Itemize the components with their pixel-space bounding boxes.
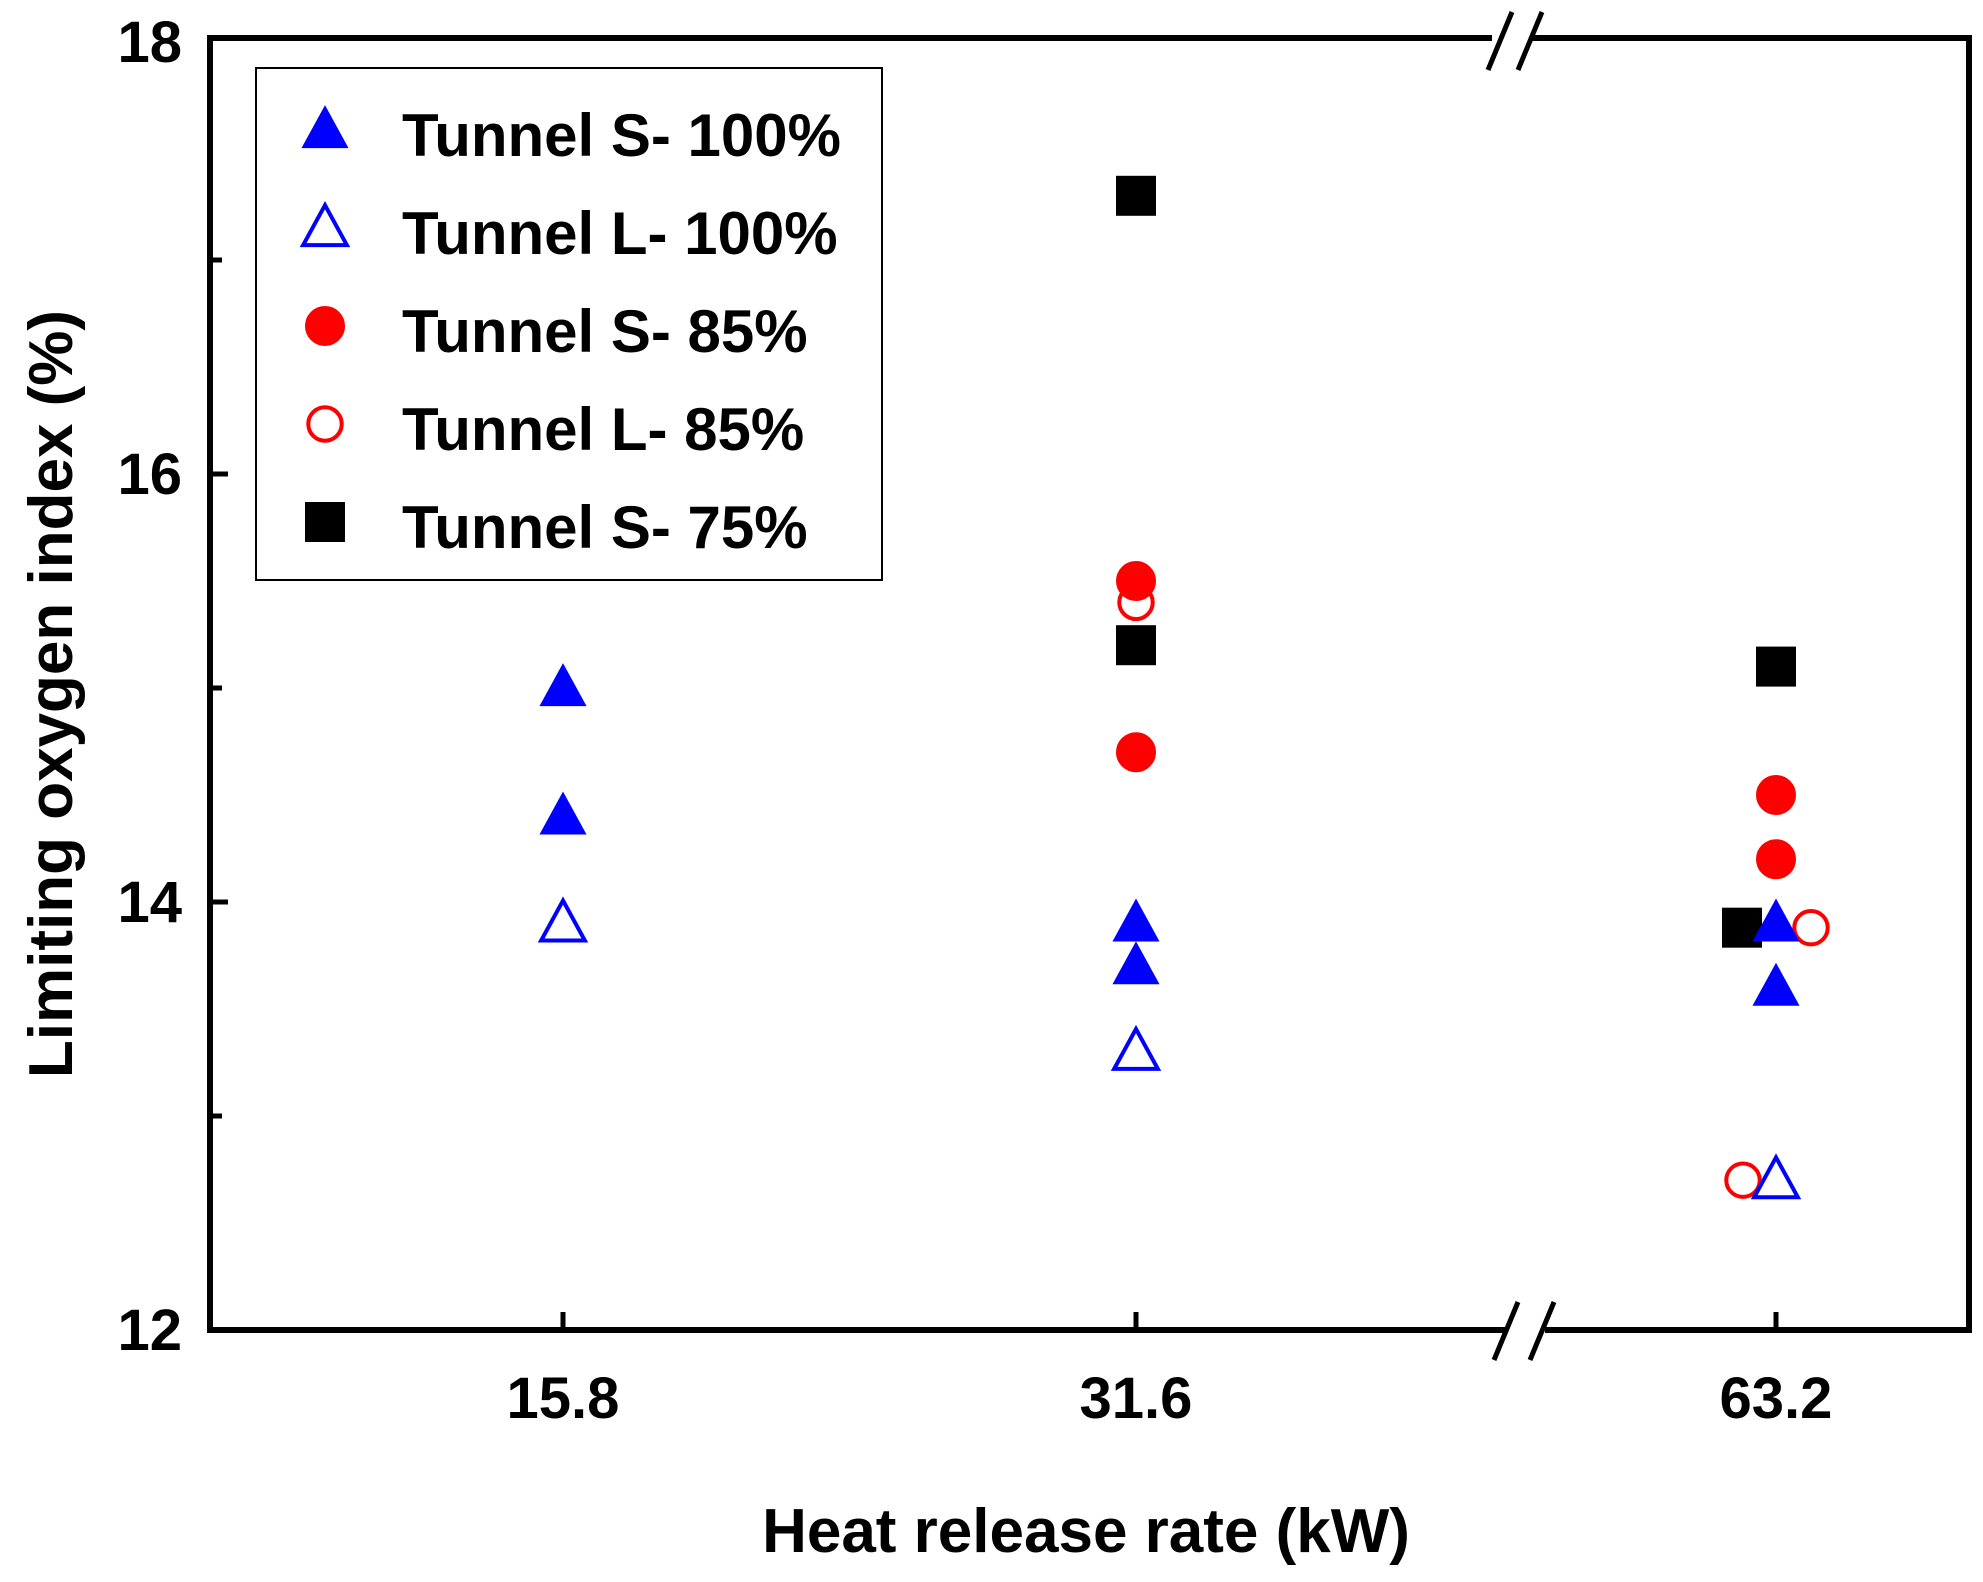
legend-marker-triangle-open bbox=[299, 201, 351, 248]
data-point-triangle-filled bbox=[539, 663, 587, 707]
data-point-triangle-filled bbox=[539, 791, 587, 835]
data-point-circle-filled bbox=[1116, 561, 1156, 601]
data-point-circle-open bbox=[1724, 1161, 1762, 1199]
x-tick-label: 15.8 bbox=[507, 1366, 620, 1431]
legend-marker-triangle-filled bbox=[301, 105, 349, 149]
y-tick-label: 18 bbox=[117, 10, 182, 75]
data-point-triangle-open bbox=[1750, 1153, 1802, 1200]
axis-break-bottom bbox=[1491, 1301, 1557, 1361]
legend-label: Tunnel S- 85% bbox=[402, 298, 808, 365]
y-tick-label: 16 bbox=[117, 442, 182, 507]
data-point-circle-filled bbox=[1116, 732, 1156, 773]
x-axis-title: Heat release rate (kW) bbox=[762, 1497, 1410, 1566]
data-point-triangle-filled bbox=[1112, 898, 1160, 942]
data-point-triangle-filled bbox=[1752, 962, 1800, 1006]
data-markers bbox=[537, 175, 1830, 1200]
data-point-square-filled bbox=[1756, 646, 1796, 687]
y-tick-labels: 12 14 16 18 bbox=[117, 10, 182, 1363]
axis-break-top-slash-2 bbox=[1515, 11, 1545, 71]
y-tick-label: 12 bbox=[117, 1298, 182, 1363]
legend: Tunnel S- 100% Tunnel L- 100% Tunnel S- … bbox=[255, 67, 883, 581]
data-point-triangle-open bbox=[537, 896, 589, 943]
data-point-square-filled bbox=[1116, 625, 1156, 666]
axis-break-bottom-slash-2 bbox=[1527, 1301, 1557, 1361]
data-point-circle-open bbox=[1792, 908, 1830, 947]
data-point-square-filled bbox=[1116, 175, 1156, 216]
legend-marker-square-filled bbox=[305, 502, 345, 542]
legend-box bbox=[255, 67, 883, 581]
legend-label: Tunnel S- 100% bbox=[402, 102, 841, 169]
data-point-circle-filled bbox=[1756, 839, 1796, 880]
data-point-triangle-filled bbox=[1752, 898, 1800, 942]
legend-label: Tunnel L- 100% bbox=[402, 200, 838, 267]
data-point-triangle-filled bbox=[1112, 941, 1160, 985]
legend-label: Tunnel L- 85% bbox=[402, 396, 804, 463]
axis-break-top-slash-1 bbox=[1485, 11, 1515, 71]
y-axis-title: Limiting oxygen index (%) bbox=[17, 310, 86, 1078]
legend-markers bbox=[299, 105, 351, 542]
x-axis bbox=[560, 1312, 1779, 1330]
legend-marker-circle-filled bbox=[305, 306, 345, 346]
axis-break-top bbox=[1485, 11, 1545, 71]
y-tick-label: 14 bbox=[117, 870, 182, 935]
x-tick-label: 31.6 bbox=[1080, 1366, 1193, 1431]
x-tick-label: 63.2 bbox=[1720, 1366, 1833, 1431]
data-point-triangle-open bbox=[1110, 1024, 1162, 1071]
y-axis bbox=[210, 257, 228, 1333]
legend-marker-circle-open bbox=[306, 405, 344, 443]
legend-label: Tunnel S- 75% bbox=[402, 494, 808, 561]
x-tick-labels: 15.8 31.6 63.2 bbox=[507, 1366, 1833, 1431]
axis-break-bottom-slash-1 bbox=[1491, 1301, 1521, 1361]
data-point-circle-filled bbox=[1756, 775, 1796, 815]
